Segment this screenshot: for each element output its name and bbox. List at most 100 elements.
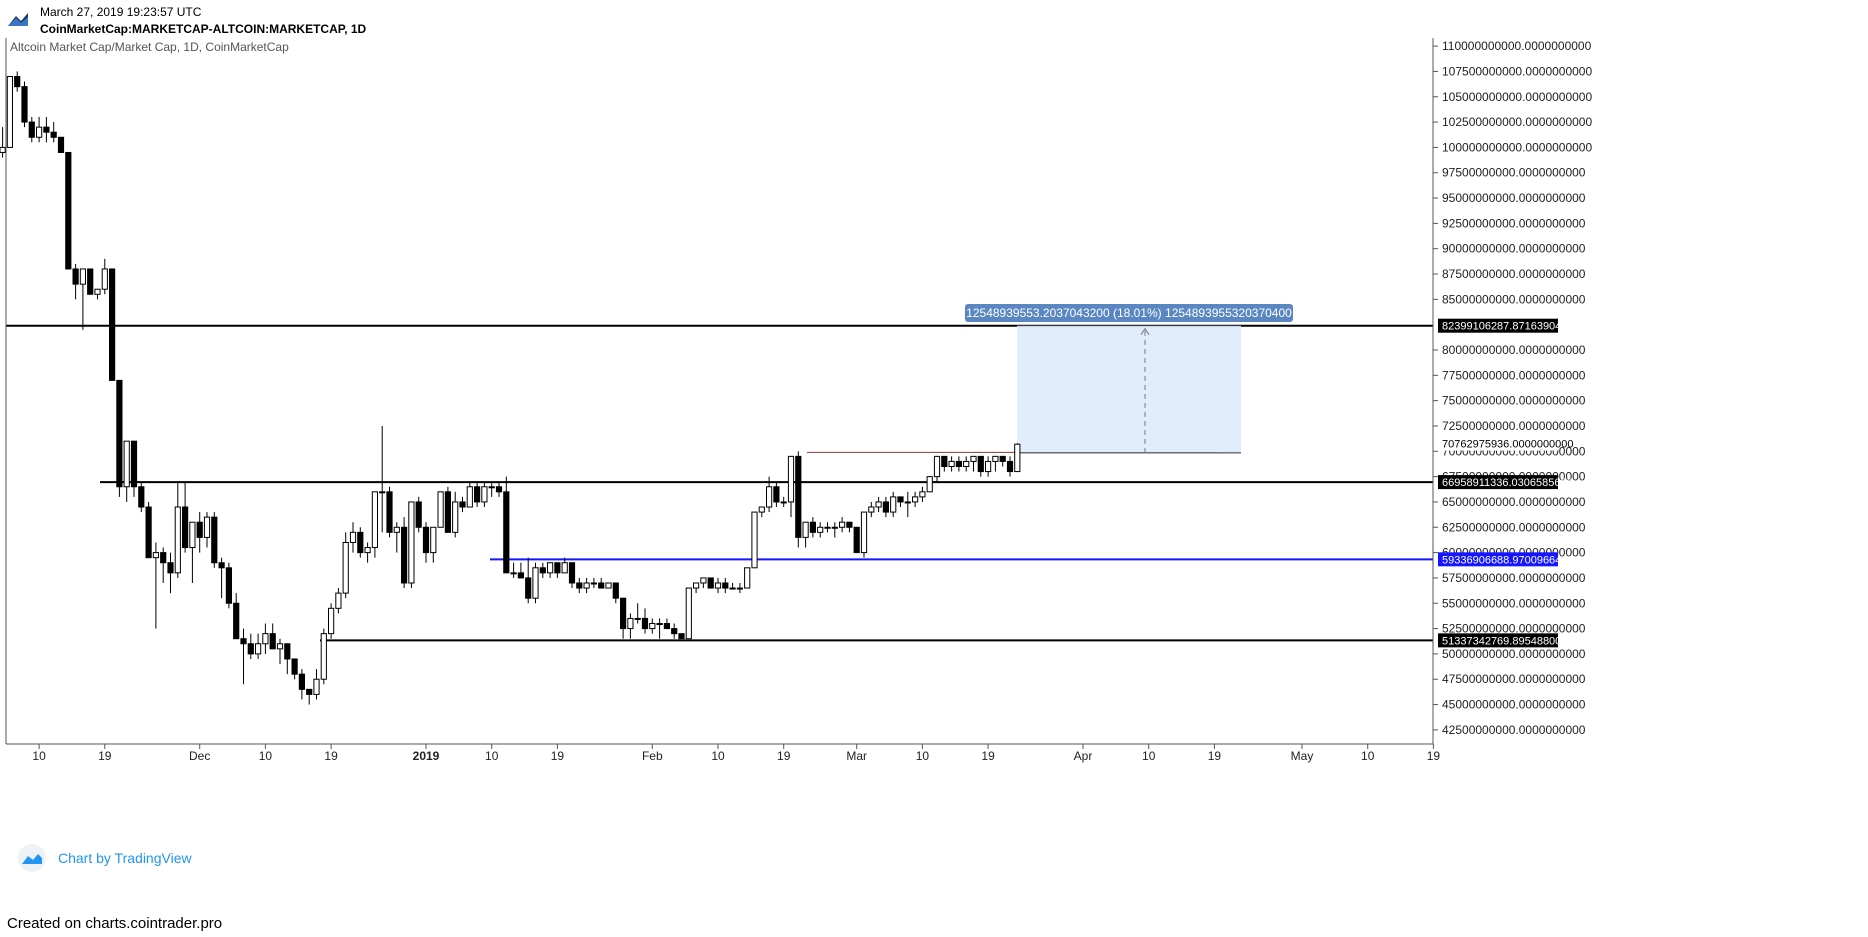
candle-body <box>466 486 473 508</box>
price-level-tag-label: 82399106287.8716390400 <box>1442 321 1574 333</box>
y-tick-label: 85000000000.0000000000 <box>1442 292 1586 306</box>
candle-body <box>123 440 130 488</box>
candle-body <box>481 486 488 503</box>
candle <box>955 456 962 472</box>
candle <box>43 117 50 143</box>
candle <box>598 577 605 589</box>
candle <box>882 496 889 518</box>
candle <box>554 562 561 578</box>
candle <box>525 557 532 604</box>
tradingview-header-icon <box>8 13 28 26</box>
price-level-tag-label: 59336906688.9700966400 <box>1442 554 1574 566</box>
candle-body <box>605 582 612 589</box>
candle <box>174 481 181 578</box>
candle-body <box>371 491 378 549</box>
candle-body <box>196 521 203 538</box>
candle <box>926 476 933 493</box>
candle-body <box>0 146 6 153</box>
x-tick-label: 10 <box>711 749 725 763</box>
candle-body <box>641 617 649 630</box>
candle <box>583 577 590 594</box>
candle <box>904 491 911 518</box>
candle <box>561 557 568 574</box>
candle-body <box>839 521 846 528</box>
price-range-measure: 12548939553.2037043200 (18.01%) 12548939… <box>965 304 1293 454</box>
chart-legend-title: Altcoin Market Cap/Market Cap, 1D, CoinM… <box>10 40 289 54</box>
candle <box>700 577 707 589</box>
candle-body <box>627 617 634 630</box>
candle-body <box>685 587 692 640</box>
candle-body <box>276 643 284 650</box>
candle-body <box>342 541 349 594</box>
candle <box>795 451 802 548</box>
candle <box>605 582 612 589</box>
candle <box>744 567 751 589</box>
candle <box>269 623 276 650</box>
candle <box>284 643 291 675</box>
time-axis: 10 19 Dec 10 19 2019 10 19 Feb 10 19 Mar 10 19 Apr 10 19… <box>32 744 1440 763</box>
candle-body <box>14 75 21 88</box>
candle <box>6 75 13 148</box>
candle <box>57 136 65 153</box>
y-tick-label: 77500000000.0000000000 <box>1442 368 1586 382</box>
x-tick-label: 10 <box>259 749 273 763</box>
candle-body <box>831 526 838 529</box>
candle <box>225 562 233 609</box>
candle <box>50 122 57 143</box>
candle <box>641 608 649 634</box>
candle <box>255 633 262 659</box>
candle-body <box>568 562 576 584</box>
y-tick-label: 47500000000.0000000000 <box>1442 672 1586 686</box>
x-tick-label: May <box>1291 749 1314 763</box>
x-tick-label: 19 <box>551 749 565 763</box>
x-tick-label: Mar <box>846 749 867 763</box>
candle-body <box>474 486 481 503</box>
candle <box>780 496 787 508</box>
candle-body <box>65 151 72 270</box>
candle-body <box>926 476 933 493</box>
y-tick-label: 97500000000.0000000000 <box>1442 166 1586 180</box>
x-tick-label: 19 <box>981 749 995 763</box>
candle-body <box>262 633 269 645</box>
candle <box>393 522 400 553</box>
candle <box>379 425 386 533</box>
candle-body <box>386 491 393 533</box>
candle-body <box>561 562 568 574</box>
price-axis: 110000000000.0000000000 107500000000.0000… <box>1433 39 1592 737</box>
price-level-tag <box>1438 475 1558 490</box>
tradingview-watermark[interactable]: Chart by TradingView <box>18 844 192 872</box>
candle-body <box>1006 460 1014 473</box>
candle-body <box>320 633 327 680</box>
candle-body <box>817 526 824 533</box>
candle-body <box>758 506 765 513</box>
candle <box>474 481 481 508</box>
candle <box>109 268 116 381</box>
candle <box>517 562 524 579</box>
candle-body <box>963 460 970 467</box>
candle-body <box>576 582 583 589</box>
y-tick-label: 45000000000.0000000000 <box>1442 698 1586 712</box>
candle <box>766 476 773 513</box>
candle-body <box>364 547 371 554</box>
candle-body <box>218 562 225 569</box>
candle <box>430 526 437 563</box>
candle <box>415 496 422 533</box>
candle-body <box>525 577 532 599</box>
candle <box>649 618 656 634</box>
candle-body <box>459 501 466 508</box>
candle <box>466 481 473 508</box>
candle-body <box>992 455 999 462</box>
candle-body <box>328 607 335 635</box>
tradingview-logo-icon <box>18 844 46 872</box>
candle-body <box>977 455 984 473</box>
candle-body <box>722 582 729 589</box>
candle-body <box>846 521 853 528</box>
x-tick-label: 10 <box>32 749 46 763</box>
candle-body <box>72 268 79 285</box>
candle <box>846 521 853 533</box>
candle-body <box>948 460 955 467</box>
candle-body <box>306 688 313 695</box>
candle-body <box>897 496 904 503</box>
candle-body <box>656 623 663 626</box>
